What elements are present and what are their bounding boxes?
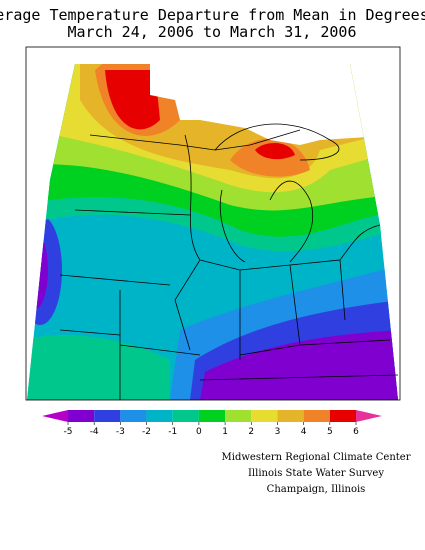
colorbar-tick-label: -5 <box>64 427 73 437</box>
field-band <box>27 230 48 310</box>
title-line: Average Temperature Departure from Mean … <box>0 6 425 24</box>
field-band <box>27 215 62 325</box>
colorbar-bin <box>277 410 304 422</box>
colorbar-tick-label: 5 <box>327 427 333 437</box>
colorbar-arrow <box>42 410 68 422</box>
field-band <box>255 143 295 160</box>
lake-outline <box>214 123 340 161</box>
colorbar-bin <box>198 410 226 422</box>
colorbar-bin <box>94 410 121 422</box>
colorbar-tick-label: 1 <box>222 427 228 437</box>
field-band <box>200 330 398 400</box>
title-line: March 24, 2006 to March 31, 2006 <box>68 23 357 41</box>
credit-line: Champaign, Illinois <box>267 484 366 495</box>
colorbar-tick-label: 3 <box>275 427 281 437</box>
colorbar-bin <box>329 410 356 422</box>
credit-line: Illinois State Water Survey <box>248 468 384 479</box>
canada-region <box>150 64 398 145</box>
colorbar-bin <box>251 410 278 422</box>
border-line <box>59 129 399 400</box>
colorbar-arrow <box>356 410 382 422</box>
colorbar-tick-label: -4 <box>90 427 99 437</box>
field-band <box>27 335 170 400</box>
colorbar-bin <box>172 410 199 422</box>
credit-line: Midwestern Regional Climate Center <box>222 452 411 463</box>
colorbar-tick-label: 6 <box>353 427 359 437</box>
colorbar-tick-label: -3 <box>116 427 125 437</box>
colorbar-bin <box>303 410 330 422</box>
colorbar-tick-label: 0 <box>196 427 202 437</box>
colorbar-tick-label: -1 <box>168 427 177 437</box>
map-frame <box>25 46 401 401</box>
colorbar-tick-label: 4 <box>301 427 307 437</box>
colorbar-tick-label: -2 <box>142 427 151 437</box>
colorbar-bin <box>225 410 252 422</box>
colorbar-bin <box>146 410 173 422</box>
colorbar: -5 -4 -3 -2 -1 0 1 2 3 4 5 6 <box>42 410 382 437</box>
colorbar-tick-label: 2 <box>248 427 254 437</box>
colorbar-bin <box>68 410 95 422</box>
temperature-field <box>27 64 398 400</box>
state-borders <box>25 46 401 401</box>
field-band <box>105 70 160 130</box>
colorbar-bin <box>120 410 147 422</box>
